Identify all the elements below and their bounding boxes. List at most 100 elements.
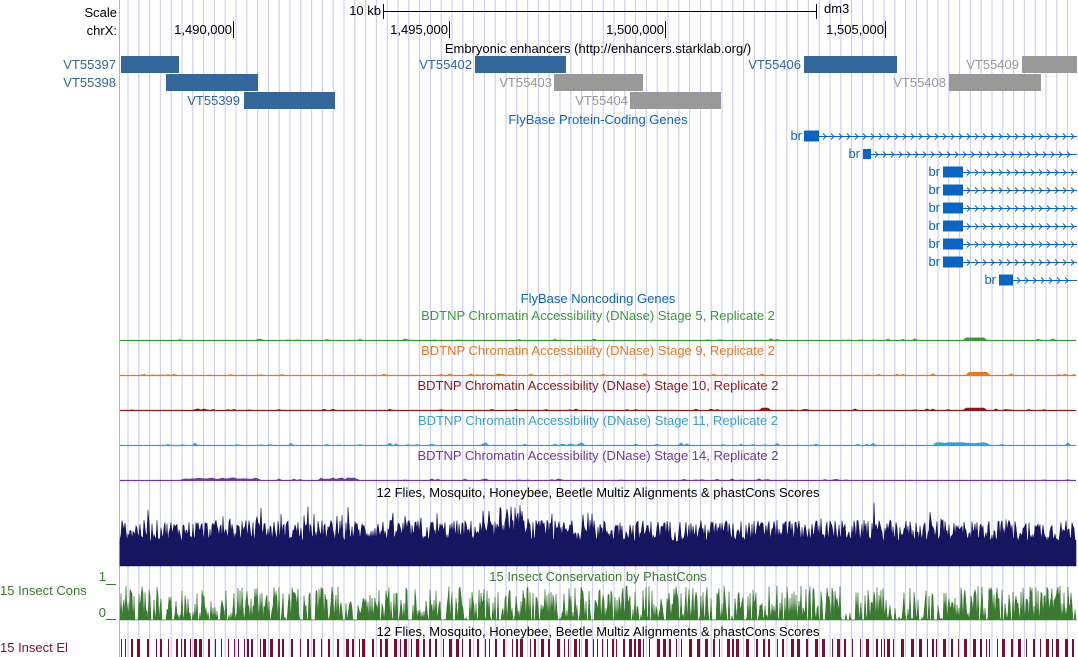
conserved-element <box>951 639 953 657</box>
conserved-element <box>321 639 322 657</box>
enhancer-label[interactable]: VT55406 <box>748 57 801 72</box>
strand-chevron <box>982 187 987 194</box>
strand-chevron <box>998 169 1003 176</box>
enhancer-feature <box>630 92 721 109</box>
conserved-element <box>997 639 998 657</box>
strand-chevron <box>1046 241 1051 248</box>
enhancer-label[interactable]: VT55403 <box>499 75 552 90</box>
strand-chevron <box>1030 259 1035 266</box>
track-side-label[interactable]: 15 Insect Cons <box>0 583 87 598</box>
track-title[interactable]: FlyBase Protein-Coding Genes <box>508 112 688 127</box>
position-ruler[interactable] <box>233 4 886 38</box>
conserved-element <box>548 639 550 657</box>
enhancer-label[interactable]: VT55397 <box>63 57 116 72</box>
conserved-element <box>860 639 861 657</box>
strand-chevron <box>882 151 887 158</box>
strand-chevron <box>1014 187 1019 194</box>
strand-chevron <box>1046 259 1051 266</box>
conserved-element <box>1046 639 1049 657</box>
dnase-tracks[interactable] <box>120 337 1076 482</box>
multiz-wiggle[interactable] <box>119 502 1077 567</box>
conserved-element <box>657 639 660 657</box>
enhancer-feature <box>804 56 897 73</box>
conserved-element <box>602 639 603 657</box>
strand-chevron <box>1022 133 1027 140</box>
gene-label[interactable]: br <box>928 182 940 197</box>
conserved-element <box>887 639 890 657</box>
strand-chevron <box>1070 241 1075 248</box>
conserved-element <box>1002 639 1005 657</box>
gene-label[interactable]: br <box>928 218 940 233</box>
strand-chevron <box>1030 241 1035 248</box>
enhancer-label[interactable]: VT55399 <box>187 93 240 108</box>
strand-chevron <box>966 241 971 248</box>
track-title[interactable]: BDTNP Chromatin Accessibility (DNase) St… <box>421 343 775 358</box>
strand-chevron <box>902 133 907 140</box>
gene-label[interactable]: br <box>928 164 940 179</box>
strand-chevron <box>974 169 979 176</box>
strand-chevron <box>982 259 987 266</box>
strand-chevron <box>1030 223 1035 230</box>
track-title[interactable]: BDTNP Chromatin Accessibility (DNase) St… <box>421 308 775 323</box>
gene-label[interactable]: br <box>984 272 996 287</box>
conserved-element <box>768 639 770 657</box>
track-side-label[interactable]: 15 Insect El <box>0 640 68 655</box>
strand-chevron <box>874 151 879 158</box>
strand-chevron <box>990 205 995 212</box>
conserved-element <box>208 639 210 657</box>
conserved-element <box>260 639 261 657</box>
conserved-element <box>579 639 580 657</box>
track-title[interactable]: 12 Flies, Mosquito, Honeybee, Beetle Mul… <box>376 485 820 500</box>
enhancer-track[interactable] <box>121 56 1077 109</box>
enhancer-label[interactable]: VT55408 <box>893 75 946 90</box>
gene-label[interactable]: br <box>928 200 940 215</box>
conserved-element <box>791 639 794 657</box>
track-title[interactable]: FlyBase Noncoding Genes <box>520 291 676 306</box>
conserved-element <box>404 639 407 657</box>
conserved-element <box>901 639 904 657</box>
conserved-elements[interactable] <box>121 639 1074 657</box>
conserved-element <box>449 639 452 657</box>
strand-chevron <box>1030 205 1035 212</box>
strand-chevron <box>1010 151 1015 158</box>
conserved-element <box>328 639 330 657</box>
track-title[interactable]: BDTNP Chromatin Accessibility (DNase) St… <box>417 378 779 393</box>
conserved-element <box>359 639 360 657</box>
track-title[interactable]: Embryonic enhancers (http://enhancers.st… <box>444 41 752 56</box>
enhancer-label[interactable]: VT55398 <box>63 75 116 90</box>
gene-label[interactable]: br <box>928 254 940 269</box>
enhancer-label[interactable]: VT55404 <box>575 93 628 108</box>
coding-gene-track[interactable] <box>804 130 1077 286</box>
track-title[interactable]: BDTNP Chromatin Accessibility (DNase) St… <box>417 448 779 463</box>
phastcons-wiggle[interactable] <box>106 584 1077 621</box>
multiz-signal <box>119 502 1077 567</box>
exon-block <box>863 149 871 159</box>
strand-chevron <box>1062 241 1067 248</box>
conserved-element <box>337 639 339 657</box>
enhancer-feature <box>121 56 179 73</box>
conserved-element <box>199 639 202 657</box>
track-title[interactable]: BDTNP Chromatin Accessibility (DNase) St… <box>417 413 779 428</box>
strand-chevron <box>1006 223 1011 230</box>
conserved-element <box>634 639 636 657</box>
gene-label[interactable]: br <box>790 128 802 143</box>
gene-label[interactable]: br <box>848 146 860 161</box>
strand-chevron <box>1070 187 1075 194</box>
enhancer-label[interactable]: VT55402 <box>419 57 472 72</box>
strand-chevron <box>966 259 971 266</box>
strand-chevron <box>994 151 999 158</box>
track-title[interactable]: 12 Flies, Mosquito, Honeybee, Beetle Mul… <box>376 624 820 639</box>
enhancer-label[interactable]: VT55409 <box>966 57 1019 72</box>
strand-chevron <box>930 151 935 158</box>
conserved-element <box>763 639 765 657</box>
track-title[interactable]: 15 Insect Conservation by PhastCons <box>489 569 707 584</box>
strand-chevron <box>966 205 971 212</box>
gene-label[interactable]: br <box>928 236 940 251</box>
conserved-element <box>307 639 309 657</box>
conserved-element <box>443 639 444 657</box>
enhancer-feature <box>244 92 335 109</box>
conserved-element <box>1056 639 1059 657</box>
exon-block <box>999 274 1013 286</box>
